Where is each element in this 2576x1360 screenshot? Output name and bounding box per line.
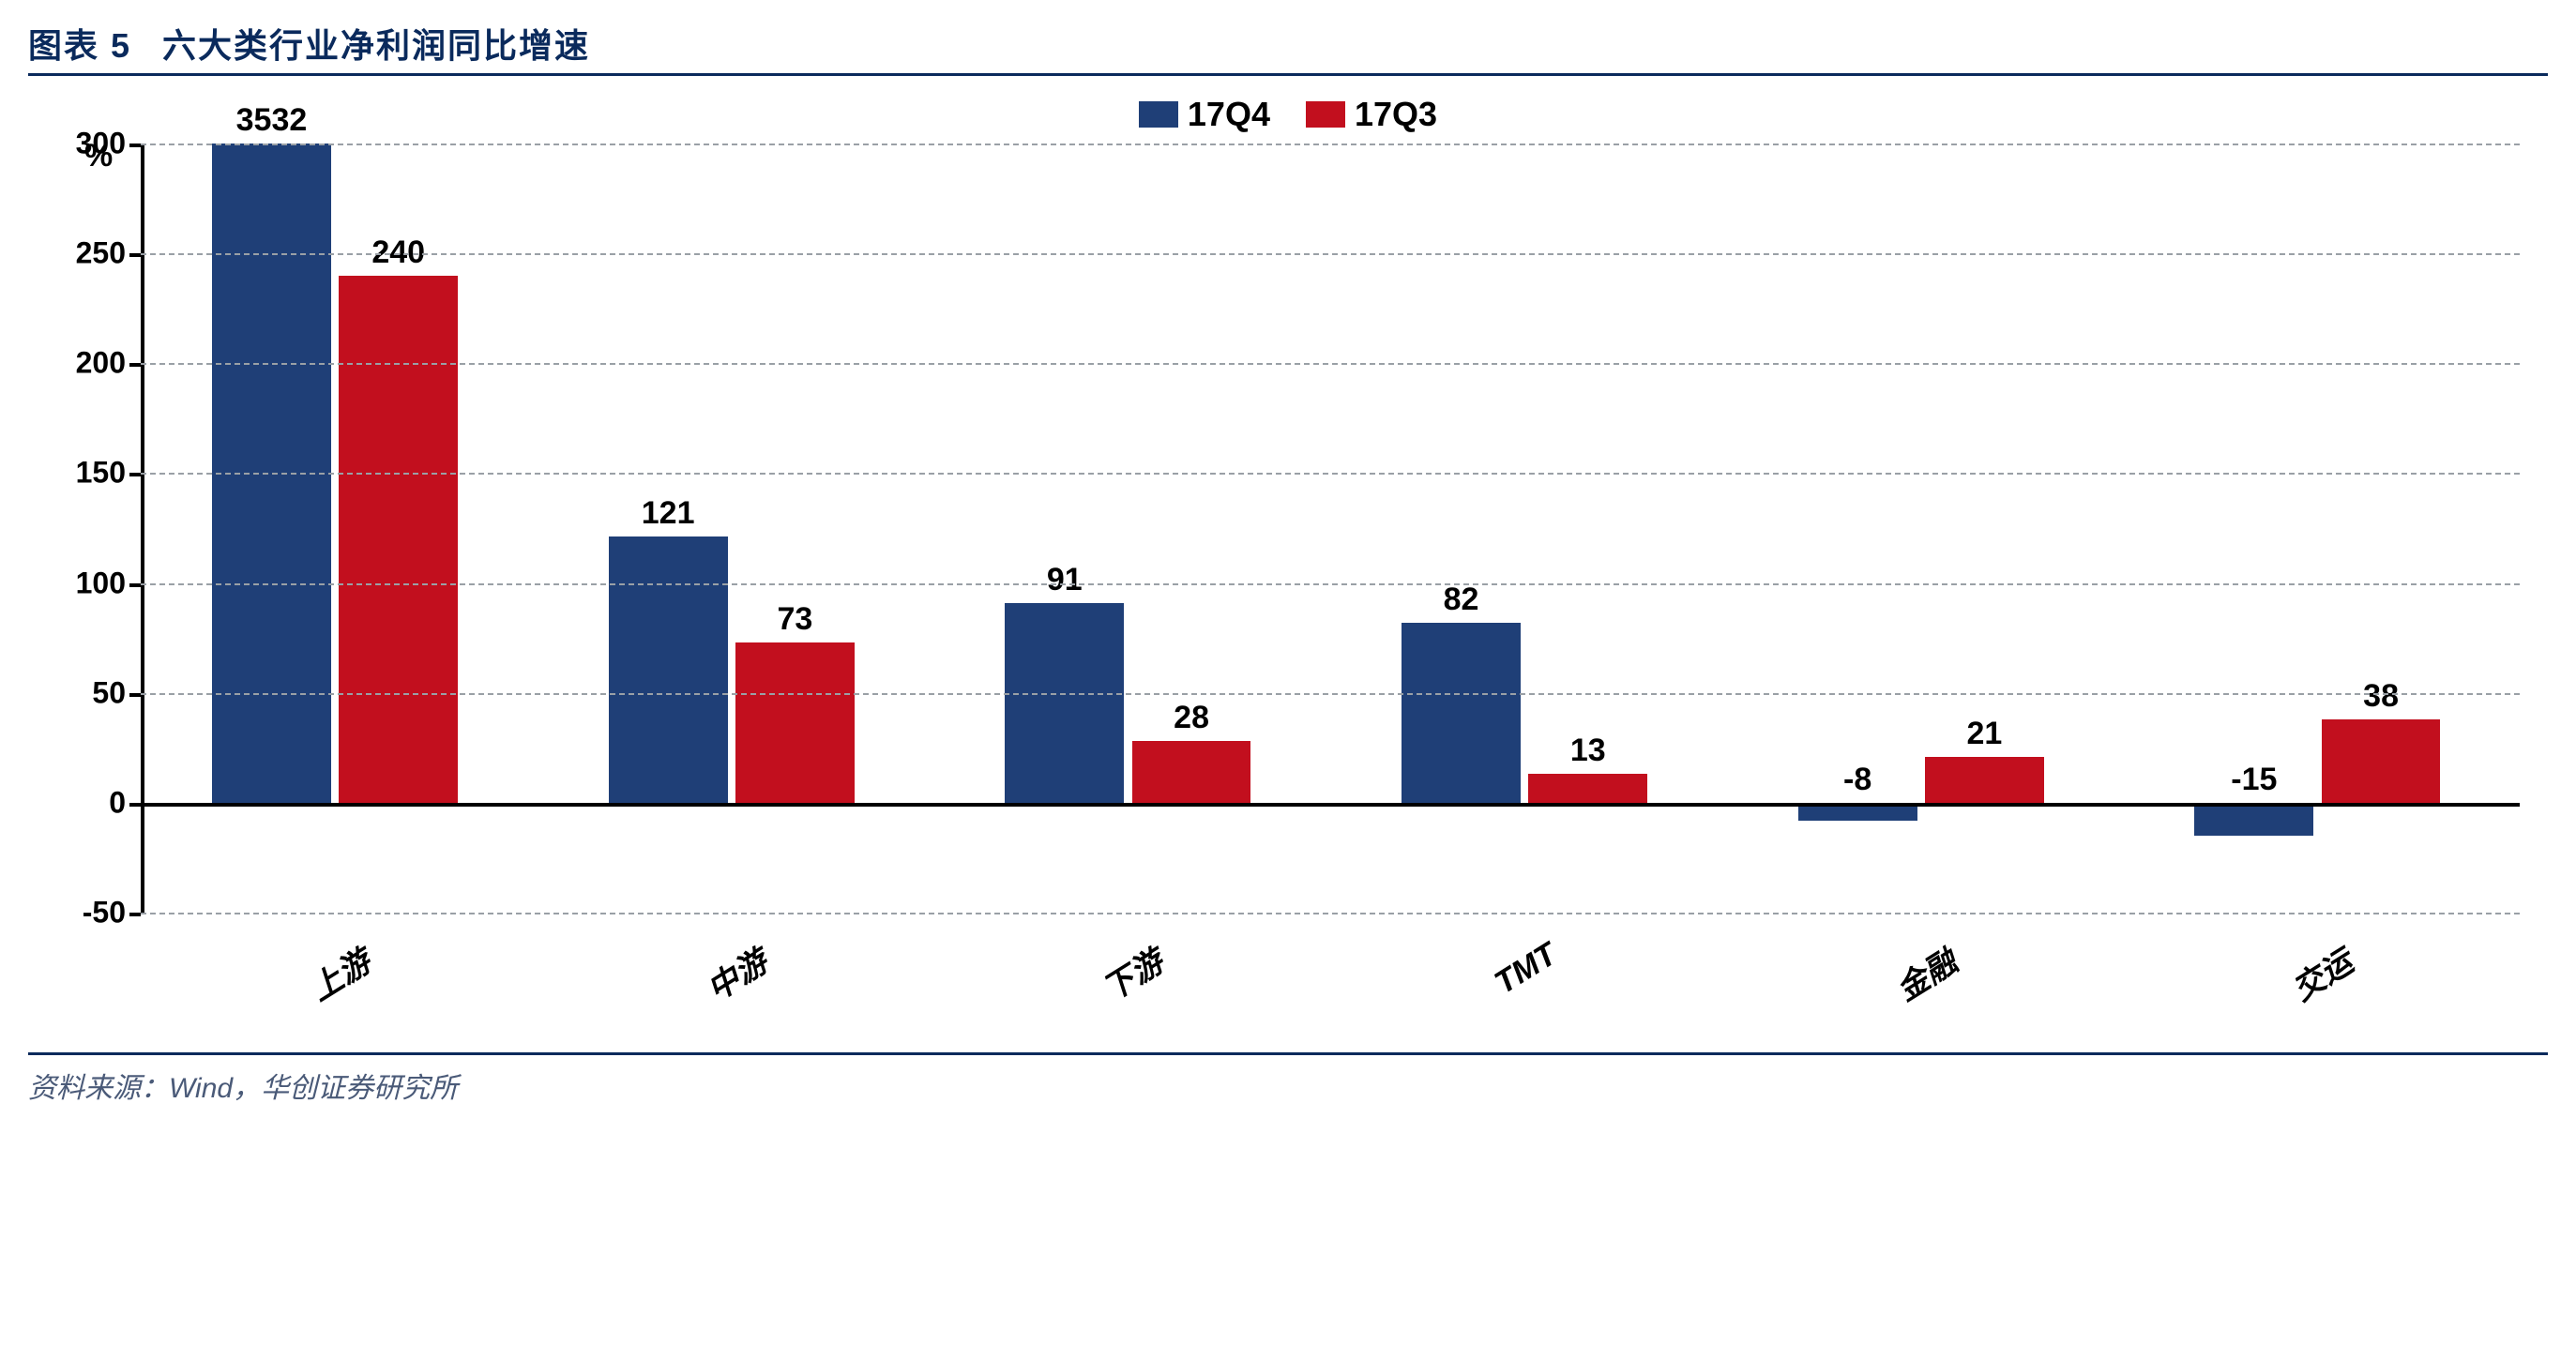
y-tick-mark [129, 144, 141, 147]
bar-value-label: -15 [2231, 762, 2277, 798]
grid-line [141, 913, 2520, 914]
chart-area: % 35322401217391288213-821-1538 -5005010… [28, 144, 2548, 996]
bar-group: -8 21 [1727, 144, 2124, 913]
bar-value-label: 121 [642, 495, 695, 532]
bar-group: 3532240 [141, 144, 538, 913]
bar-value-label: 28 [1174, 700, 1209, 736]
grid-line [141, 253, 2520, 255]
bar-17q3 [1925, 757, 2044, 803]
legend-label-17q3: 17Q3 [1355, 95, 1437, 134]
bar-17q4 [1005, 603, 1124, 803]
bar-17q3 [2322, 719, 2441, 803]
bar-group: 121 73 [538, 144, 934, 913]
bar-value-label: 38 [2363, 678, 2399, 715]
bar-value-label: 21 [1967, 716, 2003, 752]
y-tick-mark [129, 693, 141, 697]
legend-swatch-17q4 [1139, 101, 1178, 128]
legend-item-17q3: 17Q3 [1306, 95, 1437, 134]
grid-line [141, 363, 2520, 365]
bar-value-label: -8 [1843, 762, 1871, 798]
grid-line [141, 583, 2520, 585]
bar-value-label: 13 [1570, 733, 1606, 769]
y-tick-mark [129, 363, 141, 367]
y-tick-mark [129, 473, 141, 476]
bar-value-label: 73 [777, 601, 812, 638]
bar-17q3 [735, 642, 855, 803]
bar-value-label: 3532 [236, 102, 308, 139]
legend: 17Q4 17Q3 [28, 95, 2548, 136]
grid-line [141, 473, 2520, 475]
zero-line [141, 803, 2520, 807]
bar-17q3 [339, 276, 458, 803]
bar-group: 82 13 [1330, 144, 1727, 913]
y-tick-mark [129, 253, 141, 257]
bar-value-label: 91 [1047, 562, 1083, 598]
y-tick-mark [129, 803, 141, 807]
chart-title-prefix: 图表 5 [28, 26, 131, 65]
bar-value-label: 240 [371, 234, 425, 271]
chart-title: 六大类行业净利润同比增速 [162, 26, 590, 65]
bar-17q4 [609, 536, 728, 802]
bar-17q4 [2194, 803, 2313, 836]
plot-area: 35322401217391288213-821-1538 -500501001… [141, 144, 2520, 913]
x-axis-labels: 上游中游下游TMT金融交运 [141, 950, 2520, 996]
bar-17q4 [1402, 623, 1521, 803]
legend-label-17q4: 17Q4 [1188, 95, 1270, 134]
bar-value-label: 82 [1444, 582, 1479, 618]
chart-title-text [135, 26, 158, 65]
bar-17q3 [1132, 741, 1251, 803]
y-tick-mark [129, 913, 141, 916]
legend-item-17q4: 17Q4 [1139, 95, 1270, 134]
legend-swatch-17q3 [1306, 101, 1345, 128]
bar-17q3 [1528, 774, 1647, 802]
bar-group: -15 38 [2123, 144, 2520, 913]
bar-group: 91 28 [933, 144, 1330, 913]
chart-title-bar: 图表 5 六大类行业净利润同比增速 [28, 19, 2548, 76]
y-tick-mark [129, 583, 141, 587]
grid-line [141, 693, 2520, 695]
bar-groups: 3532240 121 73 91 28 82 13 -8 21 -15 38 [141, 144, 2520, 913]
grid-line [141, 144, 2520, 145]
